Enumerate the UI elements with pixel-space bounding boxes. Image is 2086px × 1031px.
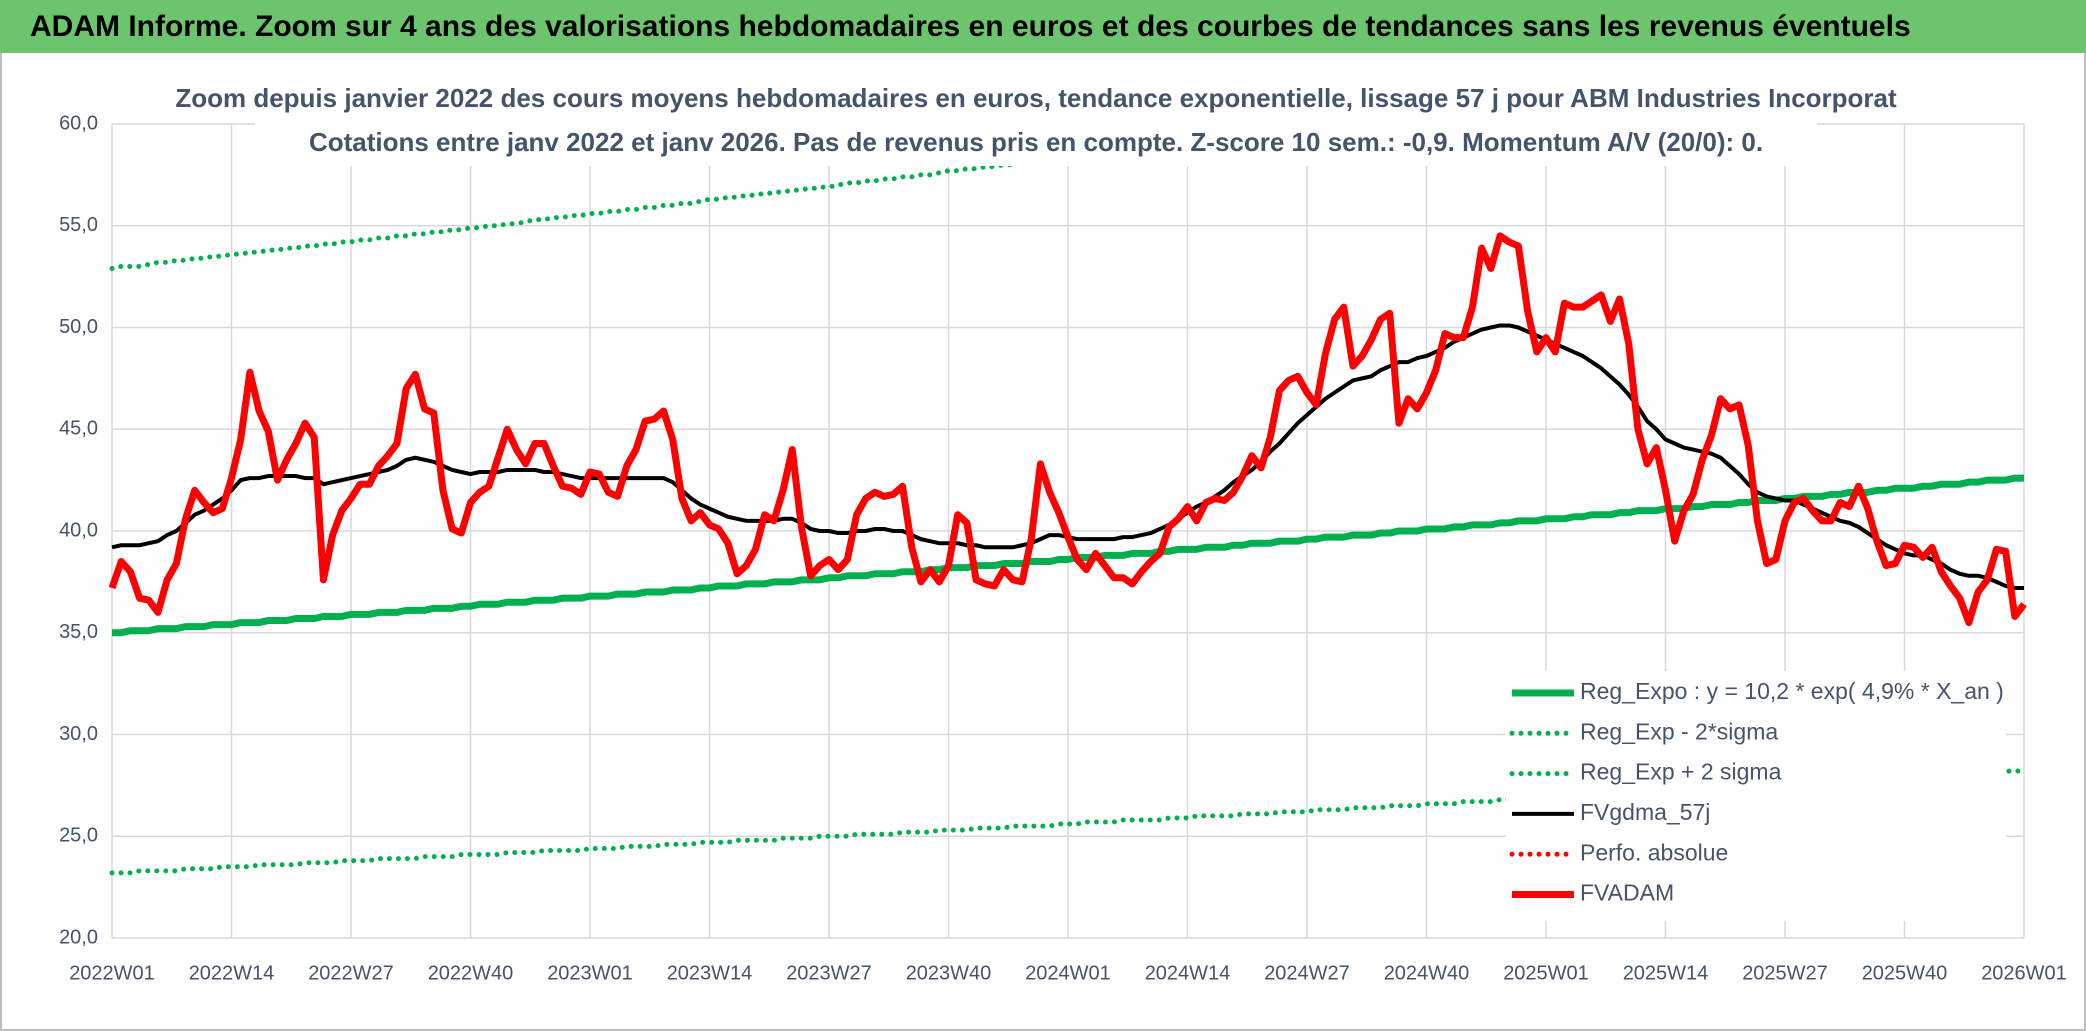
y-tick-label: 50,0: [59, 316, 98, 338]
x-tick-label: 2023W01: [547, 962, 633, 984]
x-tick-label: 2022W40: [428, 962, 514, 984]
banner-background: [0, 0, 2086, 53]
x-tick-label: 2026W01: [1981, 962, 2067, 984]
y-tick-label: 30,0: [59, 723, 98, 745]
legend-label: FVADAM: [1580, 880, 1674, 906]
y-tick-label: 60,0: [59, 112, 98, 134]
x-tick-label: 2022W14: [189, 962, 275, 984]
legend-label: Reg_Expo : y = 10,2 * exp( 4,9% * X_an ): [1580, 678, 2004, 704]
y-tick-label: 20,0: [59, 926, 98, 948]
y-tick-label: 25,0: [59, 825, 98, 847]
title-background: [255, 80, 1817, 166]
x-tick-label: 2024W01: [1025, 962, 1111, 984]
chart-title: Zoom depuis janvier 2022 des cours moyen…: [175, 83, 1897, 113]
legend-background: [1506, 671, 2006, 921]
legend-label: FVgdma_57j: [1580, 799, 1710, 825]
x-tick-label: 2024W27: [1264, 962, 1350, 984]
x-tick-label: 2024W40: [1384, 962, 1470, 984]
x-tick-label: 2022W27: [308, 962, 394, 984]
legend-label: Perfo. absolue: [1580, 839, 1728, 865]
series-line: [108, 232, 2027, 627]
series-line: [112, 474, 2024, 637]
banner: ADAM Informe. Zoom sur 4 ans des valoris…: [30, 10, 1911, 43]
x-tick-label: 2023W14: [667, 962, 753, 984]
x-tick-label: 2023W27: [786, 962, 872, 984]
series-line: [109, 120, 1392, 271]
legend: Reg_Expo : y = 10,2 * exp( 4,9% * X_an )…: [1506, 671, 2006, 921]
x-tick-label: 2025W40: [1862, 962, 1948, 984]
y-tick-label: 55,0: [59, 214, 98, 236]
x-tick-label: 2025W01: [1503, 962, 1589, 984]
y-tick-label: 35,0: [59, 621, 98, 643]
y-tick-label: 45,0: [59, 418, 98, 440]
x-tick-label: 2022W01: [69, 962, 155, 984]
legend-label: Reg_Exp - 2*sigma: [1580, 718, 1778, 744]
x-tick-label: 2025W27: [1742, 962, 1828, 984]
x-tick-label: 2025W14: [1623, 962, 1709, 984]
chart-subtitle: Cotations entre janv 2022 et janv 2026. …: [309, 127, 1763, 157]
y-tick-label: 40,0: [59, 519, 98, 541]
axes: 20,0 25,0 30,0 35,0 40,0 45,0 50,0 55,0 60,0 2022…: [59, 112, 2067, 984]
x-tick-label: 2023W40: [906, 962, 992, 984]
x-tick-label: 2024W14: [1145, 962, 1231, 984]
legend-label: Reg_Exp + 2 sigma: [1580, 759, 1782, 785]
